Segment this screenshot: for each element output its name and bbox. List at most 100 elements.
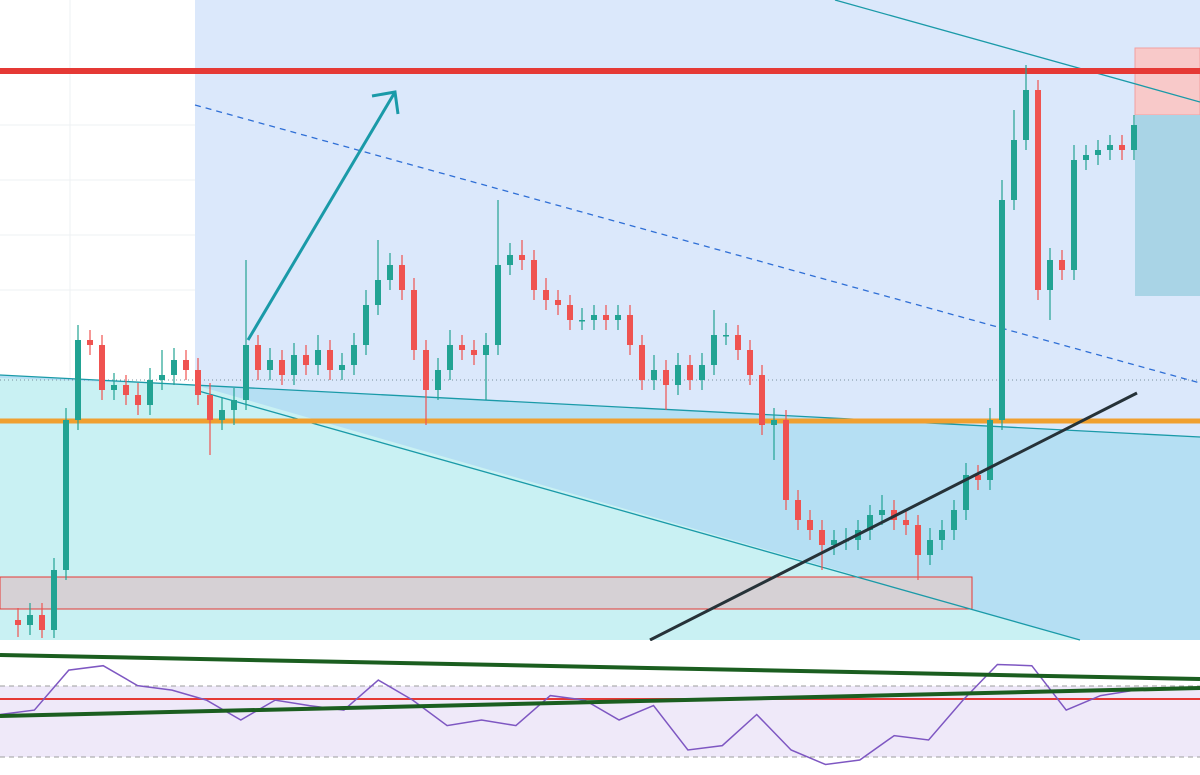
candle-body [219,410,225,420]
candle-body [1119,145,1125,150]
candle-body [471,350,477,355]
candle-body [171,360,177,375]
candle-body [555,300,561,305]
candle-body [339,365,345,370]
candle-body [423,350,429,390]
rsi-band [0,686,1200,757]
candle-body [51,570,57,630]
candle-body [651,370,657,380]
candle-body [483,345,489,355]
candle-body [579,320,585,322]
candle-body [567,305,573,320]
candle-body [111,385,117,390]
candle-body [807,520,813,530]
candle-body [363,305,369,345]
candle-body [723,335,729,337]
candle-body [975,475,981,480]
candle-body [663,370,669,385]
demand-zone [0,576,973,610]
candle-body [1071,160,1077,270]
candle-body [927,540,933,555]
pane-separator [0,641,1200,651]
candle-body [603,315,609,320]
candle-body [699,365,705,380]
candle-body [327,350,333,370]
candle-body [195,370,201,395]
candle-body [735,335,741,350]
rsi-trendline [0,653,1200,681]
candle-body [135,395,141,405]
candle-body [279,360,285,375]
candle-body [291,355,297,375]
candle-body [1083,155,1089,160]
candle-body [399,265,405,290]
dashed-trendline [194,104,1200,384]
candle-body [1095,150,1101,155]
candle-body [243,345,249,400]
candle-body [1107,145,1113,150]
candle-body [903,520,909,525]
candle-body [99,345,105,390]
candle-body [459,345,465,350]
rsi-trendline [0,686,1200,718]
candle-body [879,510,885,515]
candle-body [147,380,153,405]
candle-body [543,290,549,300]
candle-body [999,200,1005,420]
rsi-line [0,663,1136,766]
candle-body [507,255,513,265]
candle-body [675,365,681,385]
candle-body [639,345,645,380]
candle-body [831,540,837,545]
candle-body [159,375,165,380]
candle-body [783,420,789,500]
candle-body [531,260,537,290]
candle-body [987,420,993,480]
candle-body [15,620,21,625]
candle-body [951,510,957,530]
candle-body [1059,260,1065,270]
candles [15,65,1137,638]
candle-body [1047,260,1053,290]
arrow-shaft [246,91,397,341]
candle-body [435,370,441,390]
candle-body [351,345,357,365]
candle-body [1023,90,1029,140]
candle-body [255,345,261,370]
candle-body [315,350,321,365]
candle-body [1131,125,1137,150]
candle-body [519,255,525,260]
candle-body [75,340,81,420]
candle-body [627,315,633,345]
trendline [194,389,1081,641]
candle-body [63,420,69,570]
candle-body [1011,140,1017,200]
candle-body [267,360,273,370]
candle-body [687,365,693,380]
arrow [246,90,400,341]
candle-body [411,290,417,350]
arrow-head [371,90,400,115]
target-box [1135,115,1200,296]
candle-body [303,355,309,365]
candle-body [39,615,45,630]
candle-body [183,360,189,370]
candle-body [207,395,213,420]
candle-body [495,265,501,345]
candle-body [447,345,453,370]
moving-average [649,391,1138,642]
candle-body [375,280,381,305]
candle-body [759,375,765,425]
candle-body [591,315,597,320]
candle-body [27,615,33,625]
candle-body [747,350,753,375]
candle-body [795,500,801,520]
candle-body [963,475,969,510]
trendline [834,0,1200,103]
candle-body [771,420,777,425]
candle-body [123,385,129,395]
candle-body [231,400,237,410]
candle-body [819,530,825,545]
